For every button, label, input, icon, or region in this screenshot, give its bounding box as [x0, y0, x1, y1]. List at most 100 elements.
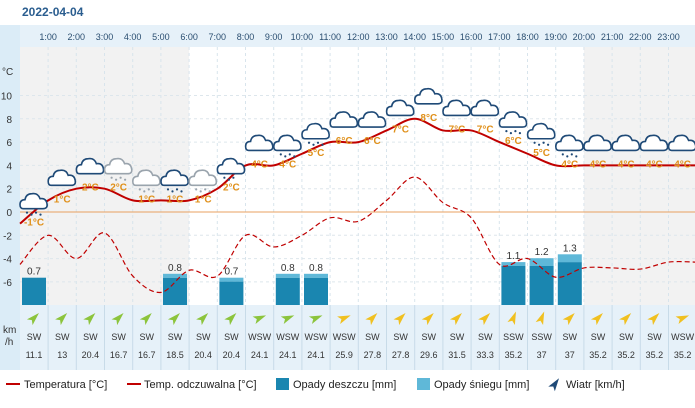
- temperature-label: 6°C: [336, 136, 353, 147]
- legend-label-temperature: Temperatura [°C]: [24, 379, 107, 391]
- precip-dot: [533, 141, 536, 144]
- wind-arrow-shape: [308, 315, 323, 324]
- precip-dot: [575, 155, 578, 158]
- cloud-shape: [19, 192, 48, 210]
- precip-label: 0.8: [168, 263, 182, 274]
- rain-bar: [163, 277, 187, 305]
- hour-label: 2:00: [68, 32, 86, 42]
- wind-arrow-shape: [365, 313, 378, 326]
- wind-direction: WSW: [305, 332, 328, 342]
- wind-direction: SW: [591, 332, 606, 342]
- hour-label: 19:00: [544, 32, 567, 42]
- cloud-shape: [216, 157, 246, 175]
- precip-dot: [143, 190, 146, 193]
- rain-bar: [529, 266, 554, 305]
- precip-dot: [321, 143, 324, 146]
- cloud-shape: [667, 134, 695, 152]
- wind-speed: 31.5: [448, 350, 466, 360]
- wind-arrow-icon: [280, 315, 295, 324]
- wind-arrow-icon: [507, 311, 517, 326]
- cloud-rain-snow-icon: [272, 134, 302, 158]
- legend-swatch-rain: [276, 378, 289, 390]
- precip-label: 0.8: [309, 263, 323, 274]
- temperature-label: 4°C: [251, 159, 268, 170]
- cloud-icon: [470, 99, 500, 117]
- precip-dot: [223, 176, 226, 179]
- hour-label: 11:00: [319, 32, 341, 42]
- hour-label: 17:00: [488, 32, 511, 42]
- hour-label: 18:00: [516, 32, 539, 42]
- precip-dot: [147, 188, 150, 191]
- wind-arrow-shape: [507, 311, 517, 326]
- wind-direction: SW: [619, 332, 634, 342]
- wind-arrow-icon: [647, 313, 660, 326]
- cloud-shape: [329, 111, 359, 128]
- cloud-shape: [188, 169, 218, 187]
- wind-arrow-icon: [421, 313, 434, 326]
- precip-dot: [30, 213, 33, 216]
- cloud-icon: [413, 87, 443, 105]
- hour-label: 16:00: [460, 32, 483, 42]
- temperature-label: 1°C: [167, 194, 184, 205]
- y-tick-label: -2: [3, 231, 12, 242]
- precip-dot: [208, 190, 211, 193]
- temperature-label: 7°C: [477, 124, 494, 135]
- temperature-label: 4°C: [618, 159, 635, 170]
- cloud-rain-snow-icon: [301, 122, 330, 146]
- wind-speed: 24.1: [251, 350, 269, 360]
- precip-dot: [566, 155, 569, 158]
- wind-speed: 20.4: [223, 350, 241, 360]
- temperature-label: 5°C: [308, 148, 325, 159]
- precip-bars: 0.7 0.8 0.7 0.8 0.8 1.1 1.2 1.3: [22, 243, 582, 305]
- temperature-label: 1°C: [195, 194, 212, 205]
- wind-direction: SW: [478, 332, 493, 342]
- cloud-icon: [442, 99, 471, 117]
- wind-speed: 20.4: [194, 350, 212, 360]
- precip-label: 1.1: [506, 251, 520, 262]
- wind-arrow-icon: [55, 313, 68, 326]
- precip-dot: [293, 155, 296, 158]
- wind-arrow-shape: [562, 313, 575, 326]
- wind-direction: WSW: [333, 332, 356, 342]
- wind-direction: SW: [450, 332, 465, 342]
- wind-arrow-shape: [421, 313, 434, 326]
- cloud-shape: [244, 134, 274, 152]
- wind-speed: 27.8: [364, 350, 382, 360]
- precip-dot: [110, 176, 113, 179]
- hour-label: 4:00: [124, 32, 142, 42]
- wind-arrow-icon: [619, 313, 632, 326]
- wind-arrow-icon: [26, 313, 39, 326]
- wind-arrow-icon: [224, 313, 237, 326]
- snow-bar: [219, 277, 244, 282]
- cloud-shape: [526, 122, 556, 140]
- precip-dot: [175, 188, 179, 191]
- wind-arrow-shape: [83, 313, 96, 326]
- cloud-sleet-icon: [103, 157, 133, 181]
- wind-arrow-shape: [224, 313, 237, 326]
- cloud-shape: [470, 99, 500, 117]
- wind-arrow-icon: [478, 313, 491, 326]
- precip-dot: [312, 143, 315, 146]
- precip-dot: [284, 155, 287, 158]
- legend-label-wind: Wiatr [km/h]: [566, 379, 625, 391]
- wind-direction: SW: [55, 332, 70, 342]
- hour-label: 9:00: [265, 32, 283, 42]
- cloud-shape: [75, 157, 105, 175]
- wind-arrow-shape: [449, 313, 462, 326]
- wind-speed: 24.1: [279, 350, 297, 360]
- temperature-label: 7°C: [449, 124, 466, 135]
- wind-speed: 25.9: [335, 350, 353, 360]
- hour-label: 23:00: [657, 32, 680, 42]
- cloud-shape: [498, 111, 528, 128]
- wind-speed: 35.2: [646, 350, 664, 360]
- wind-direction: SW: [365, 332, 380, 342]
- wind-speed: 13: [57, 350, 67, 360]
- wind-speed: 35.2: [617, 350, 635, 360]
- cloud-rain-snow-icon: [160, 169, 189, 193]
- y-tick-label: 10: [1, 92, 13, 103]
- y-tick-label: 4: [6, 161, 12, 172]
- precip-dot: [514, 130, 517, 133]
- snow-bar: [275, 273, 300, 278]
- temperature-label: 7°C: [392, 124, 409, 135]
- cloud-shape: [160, 169, 189, 187]
